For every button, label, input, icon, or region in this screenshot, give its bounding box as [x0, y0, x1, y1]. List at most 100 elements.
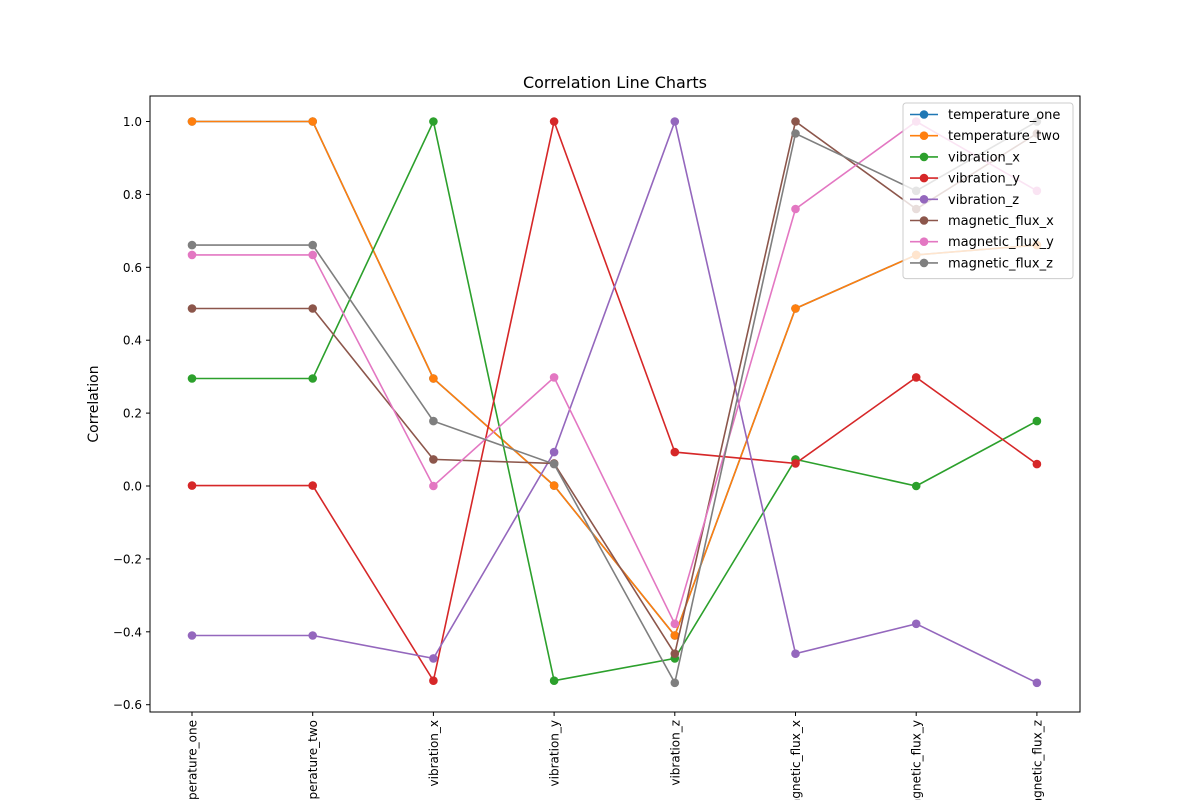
legend-entry-temperature_one: temperature_one [910, 108, 1060, 123]
data-point-vibration_y-vibration_x [429, 676, 438, 685]
legend-label: vibration_y [948, 172, 1020, 187]
legend-entry-vibration_y: vibration_y [910, 172, 1020, 187]
data-point-vibration_x-temperature_two [308, 374, 318, 383]
data-point-temperature_two-vibration_z [670, 631, 680, 640]
legend-label: vibration_x [948, 150, 1020, 165]
data-point-temperature_two-temperature_two [308, 117, 318, 126]
plot-frame [149, 95, 1081, 713]
x-tick-label: magnetic_flux_z [1030, 720, 1044, 800]
data-point-temperature_two-temperature_one [187, 117, 197, 126]
data-point-vibration_x-vibration_y [549, 676, 559, 685]
y-tick-label: −0.2 [113, 552, 142, 566]
series-line-magnetic_flux_y [192, 120, 1038, 627]
x-tick-label: vibration_y [548, 720, 562, 786]
data-point-temperature_two-vibration_y [549, 481, 559, 490]
y-tick-label: 0.0 [123, 480, 142, 494]
legend-label: magnetic_flux_x [948, 214, 1054, 229]
legend-marker [919, 110, 929, 119]
data-point-vibration_z-temperature_one [187, 631, 197, 640]
series-vibration_x [187, 117, 1042, 685]
y-tick-label: 0.2 [123, 407, 142, 421]
data-point-magnetic_flux_z-temperature_one [187, 240, 197, 250]
data-point-magnetic_flux_x-vibration_x [429, 455, 438, 464]
legend-box [902, 102, 1074, 280]
x-tick-label: vibration_z [668, 720, 682, 786]
data-point-temperature_two-vibration_x [429, 374, 438, 383]
data-point-magnetic_flux_y-temperature_two [308, 250, 318, 260]
legend-marker [919, 258, 929, 268]
data-point-vibration_z-temperature_two [308, 631, 318, 640]
series-vibration_z [187, 117, 1042, 688]
data-point-vibration_y-vibration_z [670, 447, 680, 457]
x-tick-label: vibration_x [427, 720, 441, 786]
data-point-vibration_x-vibration_x [429, 117, 438, 126]
series-line-temperature_two [192, 120, 1037, 638]
data-point-magnetic_flux_y-vibration_x [429, 481, 438, 491]
data-point-magnetic_flux_z-vibration_y [549, 459, 559, 469]
data-point-magnetic_flux_y-vibration_y [549, 373, 559, 382]
data-point-vibration_z-vibration_x [429, 654, 438, 663]
data-point-magnetic_flux_y-temperature_one [187, 250, 197, 260]
legend-entry-vibration_x: vibration_x [910, 150, 1020, 165]
legend-label: temperature_two [948, 129, 1060, 144]
legend-marker [919, 216, 929, 225]
axes-layer: −0.6 −0.4 −0.2 0.0 0.2 0.4 0.6 0.8 1.0 temperatur… [113, 95, 1081, 800]
legend-entry-magnetic_flux_y: magnetic_flux_y [910, 235, 1054, 250]
data-point-magnetic_flux_y-magnetic_flux_x [791, 204, 800, 214]
y-tick-label: 0.4 [123, 334, 142, 348]
legend-entry-magnetic_flux_z: magnetic_flux_z [910, 256, 1053, 271]
data-point-magnetic_flux_x-magnetic_flux_x [791, 117, 800, 126]
data-point-magnetic_flux_x-temperature_one [187, 304, 197, 313]
data-point-magnetic_flux_z-vibration_z [670, 678, 680, 688]
legend-marker [919, 173, 929, 183]
legend: temperature_one temperature_two vibration_… [902, 102, 1074, 280]
data-point-vibration_z-vibration_y [549, 447, 559, 457]
legend-label: vibration_z [948, 193, 1019, 208]
data-point-magnetic_flux_x-vibration_z [670, 649, 680, 658]
legend-marker [919, 237, 929, 246]
data-point-magnetic_flux_z-vibration_x [429, 416, 438, 426]
data-point-magnetic_flux_x-temperature_two [308, 304, 318, 313]
chart-title: Correlation Line Charts [523, 73, 707, 92]
series-line-magnetic_flux_z [192, 120, 1038, 686]
data-point-vibration_y-temperature_one [187, 481, 197, 490]
legend-label: magnetic_flux_y [948, 235, 1054, 250]
data-point-temperature_two-magnetic_flux_x [791, 304, 800, 313]
legend-marker [919, 195, 929, 204]
data-point-magnetic_flux_z-temperature_two [308, 240, 318, 250]
y-tick-label: −0.4 [113, 625, 142, 639]
x-tick-label: magnetic_flux_x [789, 720, 803, 800]
data-point-vibration_z-magnetic_flux_y [911, 619, 921, 629]
y-tick-label: 0.8 [123, 188, 142, 202]
legend-marker [919, 152, 929, 162]
data-point-vibration_y-vibration_y [549, 117, 559, 126]
y-tick-label: 0.6 [123, 261, 142, 275]
x-tick-label: temperature_two [306, 720, 320, 800]
legend-entry-vibration_z: vibration_z [910, 193, 1019, 208]
series-line-magnetic_flux_x [192, 120, 1038, 656]
series-line-vibration_z [192, 118, 1038, 684]
data-point-magnetic_flux_z-magnetic_flux_x [791, 129, 800, 138]
x-tick-label: magnetic_flux_y [910, 720, 924, 800]
data-point-vibration_z-vibration_z [670, 117, 680, 126]
legend-label: magnetic_flux_z [948, 256, 1053, 271]
legend-entry-magnetic_flux_x: magnetic_flux_x [910, 214, 1054, 229]
data-point-vibration_y-magnetic_flux_z [1032, 459, 1042, 469]
legend-entry-temperature_two: temperature_two [910, 129, 1060, 144]
x-tick-label: temperature_one [186, 720, 200, 800]
series-line-vibration_x [192, 119, 1038, 682]
data-point-magnetic_flux_y-vibration_z [670, 619, 680, 629]
y-tick-label: −0.6 [113, 698, 142, 712]
data-point-vibration_z-magnetic_flux_x [791, 649, 800, 658]
legend-label: temperature_one [948, 108, 1060, 123]
y-axis-label: Correlation [86, 365, 102, 442]
data-point-vibration_y-magnetic_flux_y [911, 373, 921, 382]
y-tick-label: 1.0 [123, 115, 142, 129]
data-point-vibration_y-magnetic_flux_x [791, 459, 800, 468]
data-point-vibration_y-temperature_two [308, 481, 318, 490]
data-point-vibration_x-magnetic_flux_y [911, 481, 921, 491]
data-point-vibration_x-magnetic_flux_z [1032, 416, 1042, 426]
data-point-vibration_z-magnetic_flux_z [1032, 678, 1042, 688]
legend-marker [919, 131, 929, 140]
